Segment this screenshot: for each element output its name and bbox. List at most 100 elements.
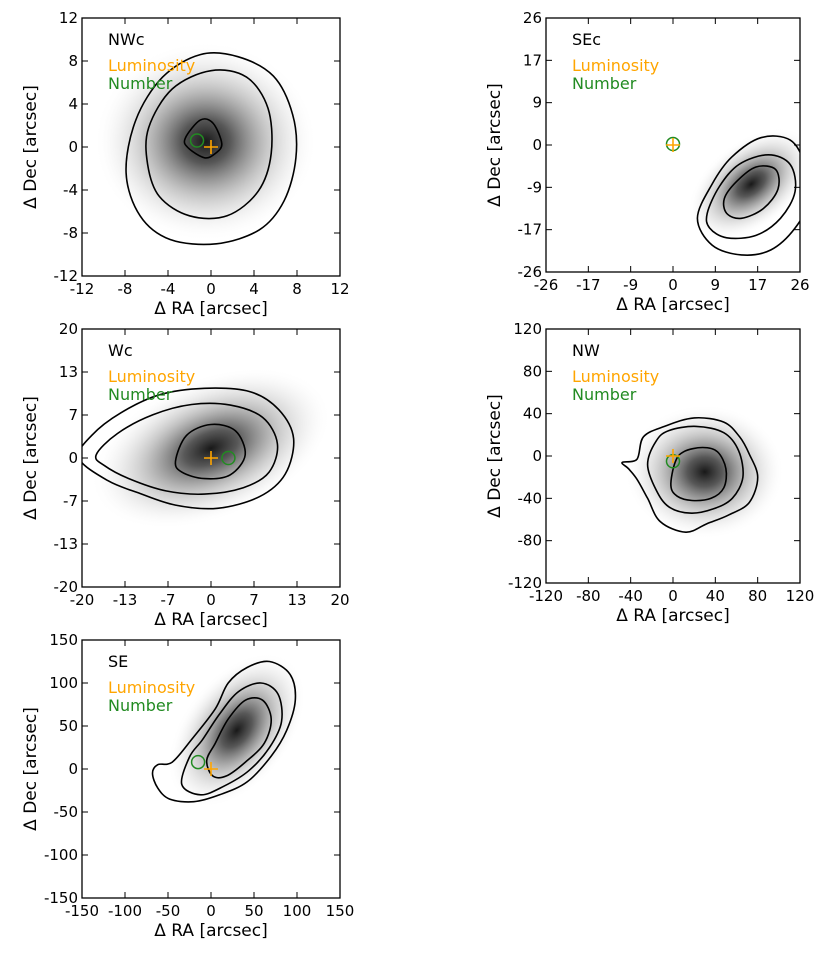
x-tick-label: 12 — [330, 280, 349, 298]
legend-luminosity: Luminosity — [572, 367, 659, 386]
contour-line-1 — [621, 416, 759, 534]
y-tick-label: 0 — [68, 449, 78, 467]
luminosity-center-marker — [204, 762, 218, 776]
y-tick-label: -40 — [518, 489, 543, 507]
y-tick-label: -120 — [508, 574, 542, 592]
panel-title: NWc — [108, 30, 145, 49]
x-axis-label: Δ RA [arcsec] — [154, 921, 268, 941]
luminosity-center-marker — [666, 449, 680, 463]
luminosity-center-marker — [204, 451, 218, 465]
y-tick-label: 50 — [59, 717, 78, 735]
density-map — [82, 367, 332, 530]
number-center-marker — [221, 450, 236, 466]
y-tick-label: 12 — [59, 9, 78, 27]
density-map — [621, 404, 785, 540]
y-tick-label: 80 — [523, 362, 542, 380]
x-tick-label: 0 — [206, 591, 216, 609]
x-tick-label: -9 — [623, 276, 638, 294]
panel-nwc: -12 -8 -4 0 4 8 12 12 8 4 0 -4 -8 -12 Δ RA [arcsec] Δ D… — [21, 9, 350, 319]
x-axis-label: Δ RA [arcsec] — [616, 606, 730, 626]
y-tick-label: -150 — [44, 889, 78, 907]
x-tick-label: -150 — [65, 902, 99, 920]
x-tick-label: -7 — [161, 591, 176, 609]
x-tick-label: -80 — [576, 587, 601, 605]
contour-line-2 — [145, 69, 273, 220]
y-axis-label: Δ Dec [arcsec] — [21, 707, 41, 831]
y-tick-label: -50 — [54, 803, 79, 821]
contour-line-2 — [646, 425, 744, 514]
y-tick-label: 9 — [532, 94, 542, 112]
x-tick-label: -8 — [118, 280, 133, 298]
y-tick-label: 0 — [68, 760, 78, 778]
y-tick-label: 7 — [68, 406, 78, 424]
y-tick-label: 20 — [59, 320, 78, 338]
y-axis-label: Δ Dec [arcsec] — [21, 85, 41, 209]
x-tick-label: -20 — [70, 591, 95, 609]
legend-luminosity: Luminosity — [572, 56, 659, 75]
number-center-marker — [189, 133, 205, 148]
x-tick-label: -12 — [70, 280, 95, 298]
y-tick-label: 0 — [532, 447, 542, 465]
legend-number: Number — [572, 74, 637, 93]
y-tick-label: -4 — [63, 181, 78, 199]
y-tick-label: -80 — [518, 532, 543, 550]
y-tick-label: -20 — [54, 578, 79, 596]
legend-luminosity: Luminosity — [108, 678, 195, 697]
panel-title: SE — [108, 652, 128, 671]
x-tick-label: 80 — [748, 587, 767, 605]
legend-number: Number — [572, 385, 637, 404]
density-blob — [688, 127, 800, 241]
number-center-marker — [190, 754, 206, 770]
contour-line-3 — [183, 118, 223, 159]
y-axis-label: Δ Dec [arcsec] — [21, 396, 41, 520]
y-tick-label: 0 — [68, 138, 78, 156]
contour-line-2 — [94, 402, 279, 496]
x-tick-label: 7 — [249, 591, 259, 609]
y-tick-label: -100 — [44, 846, 78, 864]
panel-sec: -26 -17 -9 0 9 17 26 26 17 9 0 -9 -17 -26 Δ RA [arcsec… — [485, 9, 810, 315]
y-tick-label: -17 — [518, 221, 543, 239]
legend-number: Number — [108, 385, 173, 404]
legend-number: Number — [108, 74, 173, 93]
panel-wc: -20 -13 -7 0 7 13 20 20 13 7 0 -7 -13 -20 Δ RA [arcsec… — [21, 320, 350, 630]
x-tick-label: 0 — [206, 280, 216, 298]
density-map — [688, 127, 800, 256]
y-axis-label: Δ Dec [arcsec] — [485, 83, 505, 207]
y-tick-label: -26 — [518, 263, 543, 281]
x-tick-label: -4 — [161, 280, 176, 298]
y-tick-label: -12 — [54, 267, 79, 285]
x-tick-label: 13 — [287, 591, 306, 609]
contour-line-2 — [180, 682, 283, 796]
x-tick-label: -17 — [576, 276, 601, 294]
x-tick-label: 100 — [283, 902, 312, 920]
y-tick-label: 26 — [523, 9, 542, 27]
y-axis-label: Δ Dec [arcsec] — [485, 394, 505, 518]
x-tick-label: 150 — [326, 902, 355, 920]
panel-title: SEc — [572, 30, 601, 49]
contour-line-1 — [151, 660, 297, 803]
contour-line-2 — [705, 153, 797, 240]
x-tick-label: -120 — [529, 587, 563, 605]
x-tick-label: -13 — [113, 591, 138, 609]
x-tick-label: 20 — [330, 591, 349, 609]
density-blob — [624, 404, 785, 540]
x-tick-label: -50 — [156, 902, 181, 920]
y-tick-label: 120 — [513, 320, 542, 338]
density-map — [151, 653, 306, 808]
x-axis-label: Δ RA [arcsec] — [616, 295, 730, 315]
y-tick-label: 150 — [49, 631, 78, 649]
panel-title: Wc — [108, 341, 133, 360]
contour-line-3 — [722, 165, 780, 220]
density-blob — [167, 653, 306, 808]
x-tick-label: 0 — [668, 276, 678, 294]
legend-number: Number — [108, 696, 173, 715]
contour-line-1 — [696, 135, 800, 256]
panel-nw: -120 -80 -40 0 40 80 120 120 80 40 0 -40 -80 -120 Δ RA… — [485, 320, 814, 626]
contour-line-1 — [82, 387, 295, 510]
panel-se: -150 -100 -50 0 50 100 150 150 100 50 0 -50 -100 -150… — [21, 631, 355, 941]
x-tick-label: 50 — [244, 902, 263, 920]
y-tick-label: 0 — [532, 136, 542, 154]
x-tick-label: 120 — [786, 587, 815, 605]
y-tick-label: 40 — [523, 405, 542, 423]
